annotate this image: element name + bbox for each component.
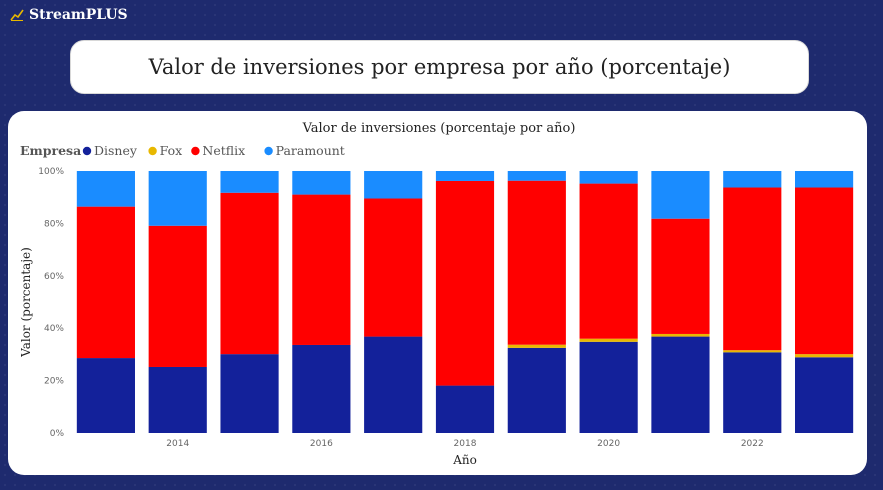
bar-segment-fox-2020[interactable] (579, 338, 638, 342)
bar-segment-fox-2022[interactable] (723, 350, 782, 353)
bar-segment-disney-2018[interactable] (435, 385, 495, 433)
brand-name: StreamPLUS (29, 7, 128, 23)
bar-segment-disney-2019[interactable] (507, 347, 566, 433)
legend-marker-netflix (191, 146, 200, 156)
legend-label-paramount: Paramount (276, 143, 345, 158)
bar-segment-netflix-2016[interactable] (292, 194, 351, 345)
bar-segment-netflix-2019[interactable] (507, 180, 566, 345)
bar-segment-netflix-2021[interactable] (651, 218, 710, 334)
bar-segment-paramount-2018[interactable] (435, 171, 495, 181)
bar-segment-disney-2017[interactable] (364, 336, 423, 433)
bar-segment-disney-2015[interactable] (220, 354, 279, 433)
bar-segment-paramount-2013[interactable] (76, 171, 135, 207)
legend-label-netflix: Netflix (202, 143, 245, 158)
x-tick-label: 2020 (597, 439, 620, 449)
page-title-card: Valor de inversiones por empresa por año… (70, 40, 809, 94)
x-tick-label: 2016 (310, 439, 333, 449)
legend-marker-disney (82, 146, 92, 156)
y-tick-label: 0% (50, 429, 65, 439)
bar-segment-paramount-2016[interactable] (292, 171, 351, 195)
bar-segment-netflix-2020[interactable] (579, 183, 638, 339)
bar-segment-fox-2023[interactable] (795, 354, 854, 358)
bar-segment-fox-2021[interactable] (651, 333, 710, 337)
bar-segment-disney-2022[interactable] (723, 352, 782, 433)
y-tick-label: 60% (44, 272, 64, 282)
x-tick-label: 2022 (741, 439, 764, 449)
bar-segment-netflix-2015[interactable] (220, 192, 279, 355)
bar-segment-disney-2020[interactable] (579, 341, 638, 433)
legend-label-disney: Disney (94, 143, 138, 158)
page-title: Valor de inversiones por empresa por año… (148, 55, 731, 79)
bar-segment-disney-2014[interactable] (148, 366, 207, 433)
bar-segment-paramount-2015[interactable] (220, 171, 279, 193)
bar-segment-netflix-2023[interactable] (795, 187, 854, 355)
y-tick-label: 40% (44, 324, 64, 334)
bar-segment-netflix-2018[interactable] (435, 180, 495, 386)
bar-segment-fox-2019[interactable] (507, 344, 566, 348)
bar-segment-paramount-2014[interactable] (148, 171, 207, 226)
y-tick-label: 80% (44, 219, 64, 229)
y-axis-title: Valor (porcentaje) (19, 247, 33, 358)
legend-label-fox: Fox (160, 143, 183, 158)
bar-segment-disney-2023[interactable] (795, 357, 854, 433)
x-tick-label: 2018 (454, 439, 477, 449)
chart-title: Valor de inversiones (porcentaje por año… (302, 121, 576, 136)
stacked-bar-chart: Valor de inversiones (porcentaje por año… (19, 121, 854, 467)
bar-segment-paramount-2021[interactable] (651, 171, 710, 219)
y-tick-label: 100% (38, 167, 64, 177)
line-chart-icon (10, 9, 24, 21)
legend-marker-paramount (264, 146, 273, 156)
bar-segment-netflix-2013[interactable] (76, 206, 135, 359)
bar-segment-paramount-2022[interactable] (723, 171, 782, 188)
chart-card: Valor de inversiones (porcentaje por año… (8, 111, 867, 475)
bar-segment-disney-2013[interactable] (76, 358, 135, 433)
legend-marker-fox (148, 146, 157, 156)
brand: StreamPLUS (10, 7, 128, 23)
x-tick-label: 2014 (166, 439, 189, 449)
bar-segment-disney-2016[interactable] (292, 344, 351, 433)
bar-segment-paramount-2017[interactable] (364, 171, 423, 199)
y-tick-label: 20% (44, 377, 64, 387)
bar-segment-paramount-2023[interactable] (795, 171, 854, 188)
x-axis-title: Año (452, 453, 477, 467)
bar-segment-disney-2021[interactable] (651, 336, 710, 433)
bar-segment-netflix-2014[interactable] (148, 225, 207, 367)
legend-title: Empresa (20, 143, 81, 158)
bar-segment-paramount-2019[interactable] (507, 171, 566, 181)
bar-segment-netflix-2017[interactable] (364, 198, 423, 337)
bar-segment-netflix-2022[interactable] (723, 187, 782, 351)
bar-segment-paramount-2020[interactable] (579, 171, 638, 184)
